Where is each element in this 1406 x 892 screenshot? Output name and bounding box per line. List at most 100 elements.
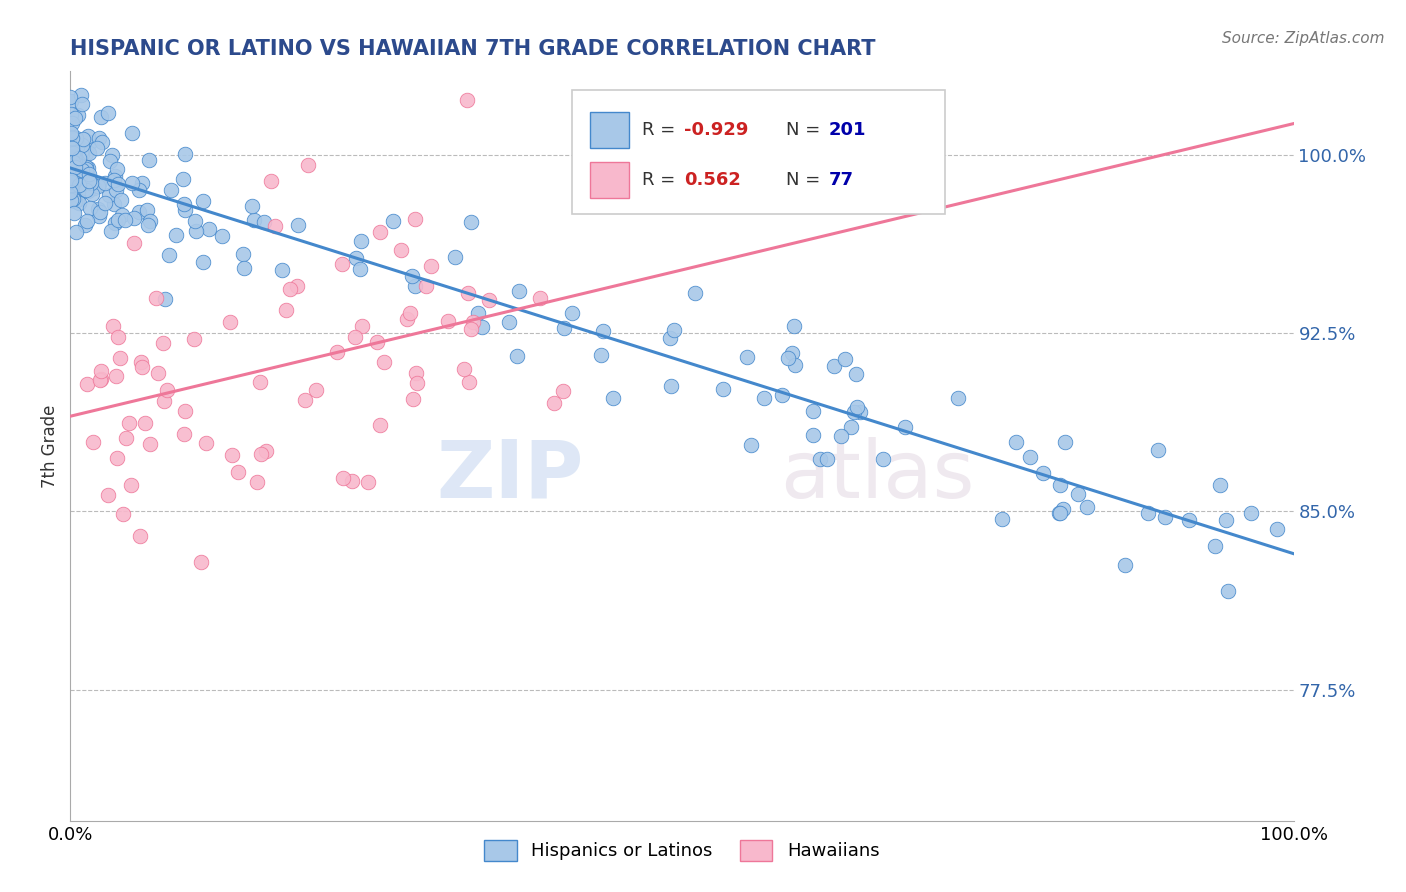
Hispanics or Latinos: [105, 161, 128, 176]
Hispanics or Latinos: [271, 262, 294, 277]
Hawaiians: [82, 435, 104, 450]
Hawaiians: [145, 291, 167, 305]
Hispanics or Latinos: [97, 105, 120, 120]
Text: ZIP: ZIP: [437, 437, 583, 515]
Hispanics or Latinos: [184, 214, 207, 228]
Hawaiians: [173, 426, 195, 441]
Hispanics or Latinos: [72, 162, 94, 177]
Hispanics or Latinos: [101, 148, 124, 162]
Hispanics or Latinos: [128, 204, 150, 219]
Hispanics or Latinos: [1154, 510, 1177, 524]
Text: N =: N =: [786, 120, 825, 139]
Hispanics or Latinos: [834, 351, 856, 366]
Hawaiians: [453, 362, 475, 376]
Hispanics or Latinos: [103, 196, 125, 211]
Hispanics or Latinos: [131, 176, 153, 190]
Hispanics or Latinos: [75, 160, 97, 174]
Hispanics or Latinos: [659, 331, 682, 345]
Hispanics or Latinos: [65, 165, 87, 179]
Hawaiians: [107, 330, 129, 344]
Hispanics or Latinos: [104, 183, 127, 197]
Hispanics or Latinos: [67, 196, 90, 211]
Hispanics or Latinos: [138, 153, 160, 167]
Hawaiians: [399, 305, 422, 319]
Hispanics or Latinos: [59, 193, 82, 207]
Hispanics or Latinos: [443, 250, 465, 264]
Hispanics or Latinos: [553, 320, 575, 334]
Hispanics or Latinos: [1047, 506, 1070, 520]
Hispanics or Latinos: [735, 350, 758, 364]
Hispanics or Latinos: [66, 140, 89, 154]
Hispanics or Latinos: [401, 269, 423, 284]
Text: R =: R =: [641, 120, 681, 139]
FancyBboxPatch shape: [572, 90, 945, 214]
Hispanics or Latinos: [471, 320, 494, 334]
Hawaiians: [105, 451, 128, 466]
Hispanics or Latinos: [253, 215, 276, 229]
Hispanics or Latinos: [1137, 507, 1160, 521]
Hispanics or Latinos: [498, 315, 520, 329]
Hawaiians: [404, 211, 426, 226]
Hawaiians: [129, 355, 152, 369]
Hispanics or Latinos: [73, 218, 96, 232]
Hispanics or Latinos: [404, 279, 426, 293]
Hawaiians: [276, 302, 298, 317]
Hispanics or Latinos: [770, 388, 793, 402]
Hispanics or Latinos: [1147, 442, 1170, 457]
Hispanics or Latinos: [159, 248, 181, 262]
Hawaiians: [128, 529, 150, 543]
Hispanics or Latinos: [1018, 450, 1040, 464]
Hispanics or Latinos: [1005, 434, 1028, 449]
Hawaiians: [343, 329, 366, 343]
Hawaiians: [76, 376, 98, 391]
Hispanics or Latinos: [467, 306, 489, 320]
Hispanics or Latinos: [80, 176, 103, 190]
Hawaiians: [249, 375, 271, 389]
Hispanics or Latinos: [165, 227, 187, 242]
Hawaiians: [226, 466, 249, 480]
Hawaiians: [478, 293, 501, 307]
Hispanics or Latinos: [59, 146, 82, 161]
Y-axis label: 7th Grade: 7th Grade: [41, 404, 59, 488]
Hawaiians: [190, 556, 212, 570]
Hispanics or Latinos: [59, 137, 82, 152]
Hispanics or Latinos: [349, 262, 371, 277]
Hispanics or Latinos: [849, 405, 872, 419]
Hispanics or Latinos: [946, 391, 969, 405]
Hispanics or Latinos: [70, 147, 93, 161]
Hispanics or Latinos: [97, 188, 120, 202]
Hispanics or Latinos: [136, 218, 159, 232]
Hispanics or Latinos: [174, 146, 197, 161]
Hawaiians: [529, 291, 551, 305]
Hawaiians: [90, 364, 112, 378]
Hispanics or Latinos: [1054, 435, 1077, 450]
Hispanics or Latinos: [506, 349, 529, 363]
Hispanics or Latinos: [76, 213, 98, 227]
Hispanics or Latinos: [77, 169, 100, 183]
Hawaiians: [139, 437, 162, 451]
Hispanics or Latinos: [86, 141, 108, 155]
Hispanics or Latinos: [87, 202, 110, 216]
Hispanics or Latinos: [75, 180, 97, 194]
Text: 77: 77: [828, 171, 853, 189]
Hispanics or Latinos: [839, 420, 862, 434]
Hispanics or Latinos: [808, 452, 831, 467]
Hispanics or Latinos: [785, 358, 807, 372]
Hispanics or Latinos: [87, 179, 110, 194]
Hawaiians: [264, 219, 287, 233]
Hispanics or Latinos: [782, 319, 804, 334]
Hispanics or Latinos: [683, 286, 706, 301]
Hispanics or Latinos: [1076, 500, 1098, 514]
Hispanics or Latinos: [592, 324, 614, 338]
Hispanics or Latinos: [589, 348, 612, 362]
Hispanics or Latinos: [801, 428, 824, 442]
Hispanics or Latinos: [232, 247, 254, 261]
Hispanics or Latinos: [122, 211, 145, 226]
Hispanics or Latinos: [77, 129, 100, 144]
Hispanics or Latinos: [823, 359, 845, 373]
Hispanics or Latinos: [87, 131, 110, 145]
Text: -0.929: -0.929: [685, 120, 749, 139]
Hispanics or Latinos: [65, 131, 87, 145]
Hispanics or Latinos: [830, 429, 852, 443]
Hispanics or Latinos: [1204, 539, 1226, 553]
